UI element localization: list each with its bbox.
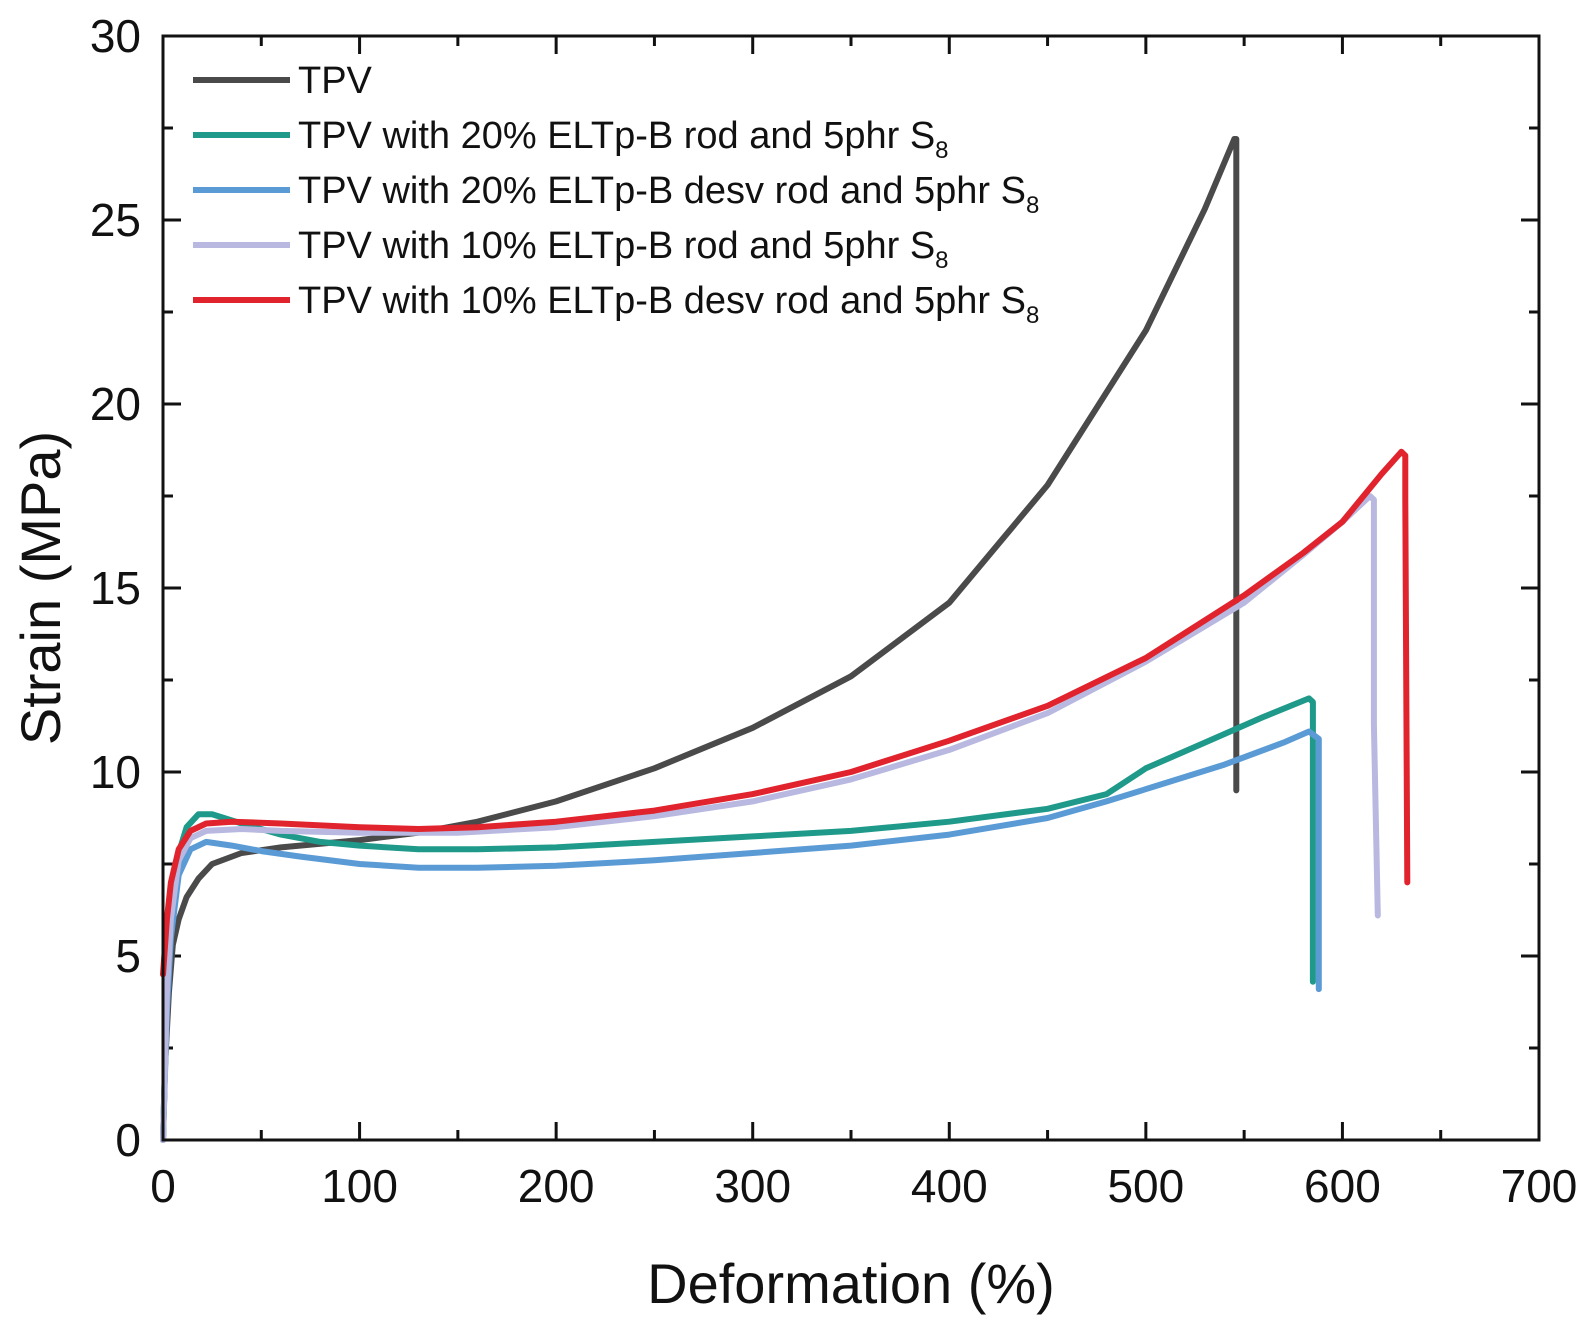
x-tick-label: 600	[1304, 1160, 1381, 1212]
x-tick-label: 0	[150, 1160, 176, 1212]
legend-label-4: TPV with 10% ELTp-B rod and 5phr S8	[298, 225, 949, 274]
legend-label-text: TPV with 10% ELTp-B rod and 5phr S	[298, 225, 935, 267]
legend-label-5: TPV with 10% ELTp-B desv rod and 5phr S8	[298, 280, 1039, 329]
x-tick-label: 200	[518, 1160, 595, 1212]
x-tick-label: 500	[1107, 1160, 1184, 1212]
y-tick-label: 0	[115, 1114, 141, 1166]
legend-label-text: TPV with 20% ELTp-B rod and 5phr S	[298, 115, 935, 157]
x-tick-label: 400	[911, 1160, 988, 1212]
legend-label-3: TPV with 20% ELTp-B desv rod and 5phr S8	[298, 170, 1039, 219]
axis-ticks	[161, 34, 1541, 1142]
y-tick-label: 25	[90, 194, 141, 246]
legend-label-subscript: 8	[1026, 192, 1039, 219]
legend-label-2: TPV with 20% ELTp-B rod and 5phr S8	[298, 115, 949, 164]
plot-frame	[161, 34, 1541, 1142]
legend-label-text: TPV with 20% ELTp-B desv rod and 5phr S	[298, 170, 1026, 212]
series-layer	[160, 136, 1411, 1143]
tick-labels: 0 100 200 300 400 500 600 700 0 5 10 15 20 25 30	[90, 10, 1578, 1212]
legend-label-subscript: 8	[1026, 302, 1039, 329]
y-tick-label: 10	[90, 746, 141, 798]
series-line-5	[160, 448, 1411, 978]
y-tick-label: 15	[90, 562, 141, 614]
y-axis-title: Strain (MPa)	[9, 431, 72, 745]
legend-label-subscript: 8	[935, 247, 948, 274]
y-tick-label: 5	[115, 930, 141, 982]
x-axis-title: Deformation (%)	[647, 1252, 1055, 1315]
series-line-2	[160, 695, 1316, 1143]
x-tick-label: 300	[714, 1160, 791, 1212]
legend-label-1: TPV	[298, 60, 373, 102]
legend-label-text: TPV	[298, 60, 373, 102]
legend-label-subscript: 8	[935, 137, 948, 164]
y-tick-label: 20	[90, 378, 141, 430]
x-tick-label: 100	[321, 1160, 398, 1212]
x-tick-label: 700	[1501, 1160, 1578, 1212]
legend-label-text: TPV with 10% ELTp-B desv rod and 5phr S	[298, 280, 1026, 322]
y-tick-label: 30	[90, 10, 141, 62]
series-line-3	[160, 728, 1322, 1143]
